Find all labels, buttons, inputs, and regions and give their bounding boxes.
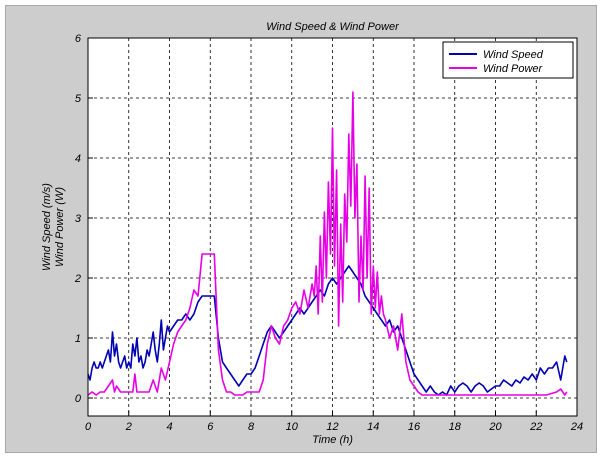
x-tick-label: 2	[125, 421, 132, 433]
y-tick-label: 4	[75, 153, 81, 165]
chart-title: Wind Speed & Wind Power	[266, 21, 400, 33]
legend: Wind Speed Wind Power	[443, 42, 573, 78]
y-tick-label: 2	[74, 273, 81, 285]
y-tick-label: 1	[75, 333, 81, 345]
x-tick-label: 12	[326, 421, 338, 433]
chart-figure: 0 2 4 6 8 10 12 14 16 18 20 22 24 0 1 2 3 4 5 6 Wind Speed …	[5, 5, 597, 453]
x-tick-label: 16	[408, 421, 421, 433]
x-tick-label: 8	[248, 421, 255, 433]
x-tick-label: 20	[488, 421, 502, 433]
legend-label-wind-speed: Wind Speed	[483, 49, 544, 61]
x-tick-label: 0	[85, 421, 92, 433]
y-tick-label: 5	[75, 93, 82, 105]
legend-label-wind-power: Wind Power	[483, 63, 544, 75]
y-tick-label: 0	[75, 393, 82, 405]
y-axis-label-wind-power: Wind Power (W)	[54, 187, 66, 267]
x-tick-label: 6	[207, 421, 214, 433]
x-tick-label: 24	[570, 421, 583, 433]
y-tick-label: 3	[75, 213, 82, 225]
x-axis-label: Time (h)	[312, 434, 353, 446]
y-axis-label-wind-speed: Wind Speed (m/s)	[41, 183, 53, 271]
x-tick-label: 10	[286, 421, 299, 433]
x-tick-label: 22	[529, 421, 542, 433]
x-tick-label: 4	[166, 421, 172, 433]
x-tick-label: 14	[367, 421, 379, 433]
y-tick-label: 6	[75, 33, 82, 45]
x-tick-label: 18	[449, 421, 462, 433]
